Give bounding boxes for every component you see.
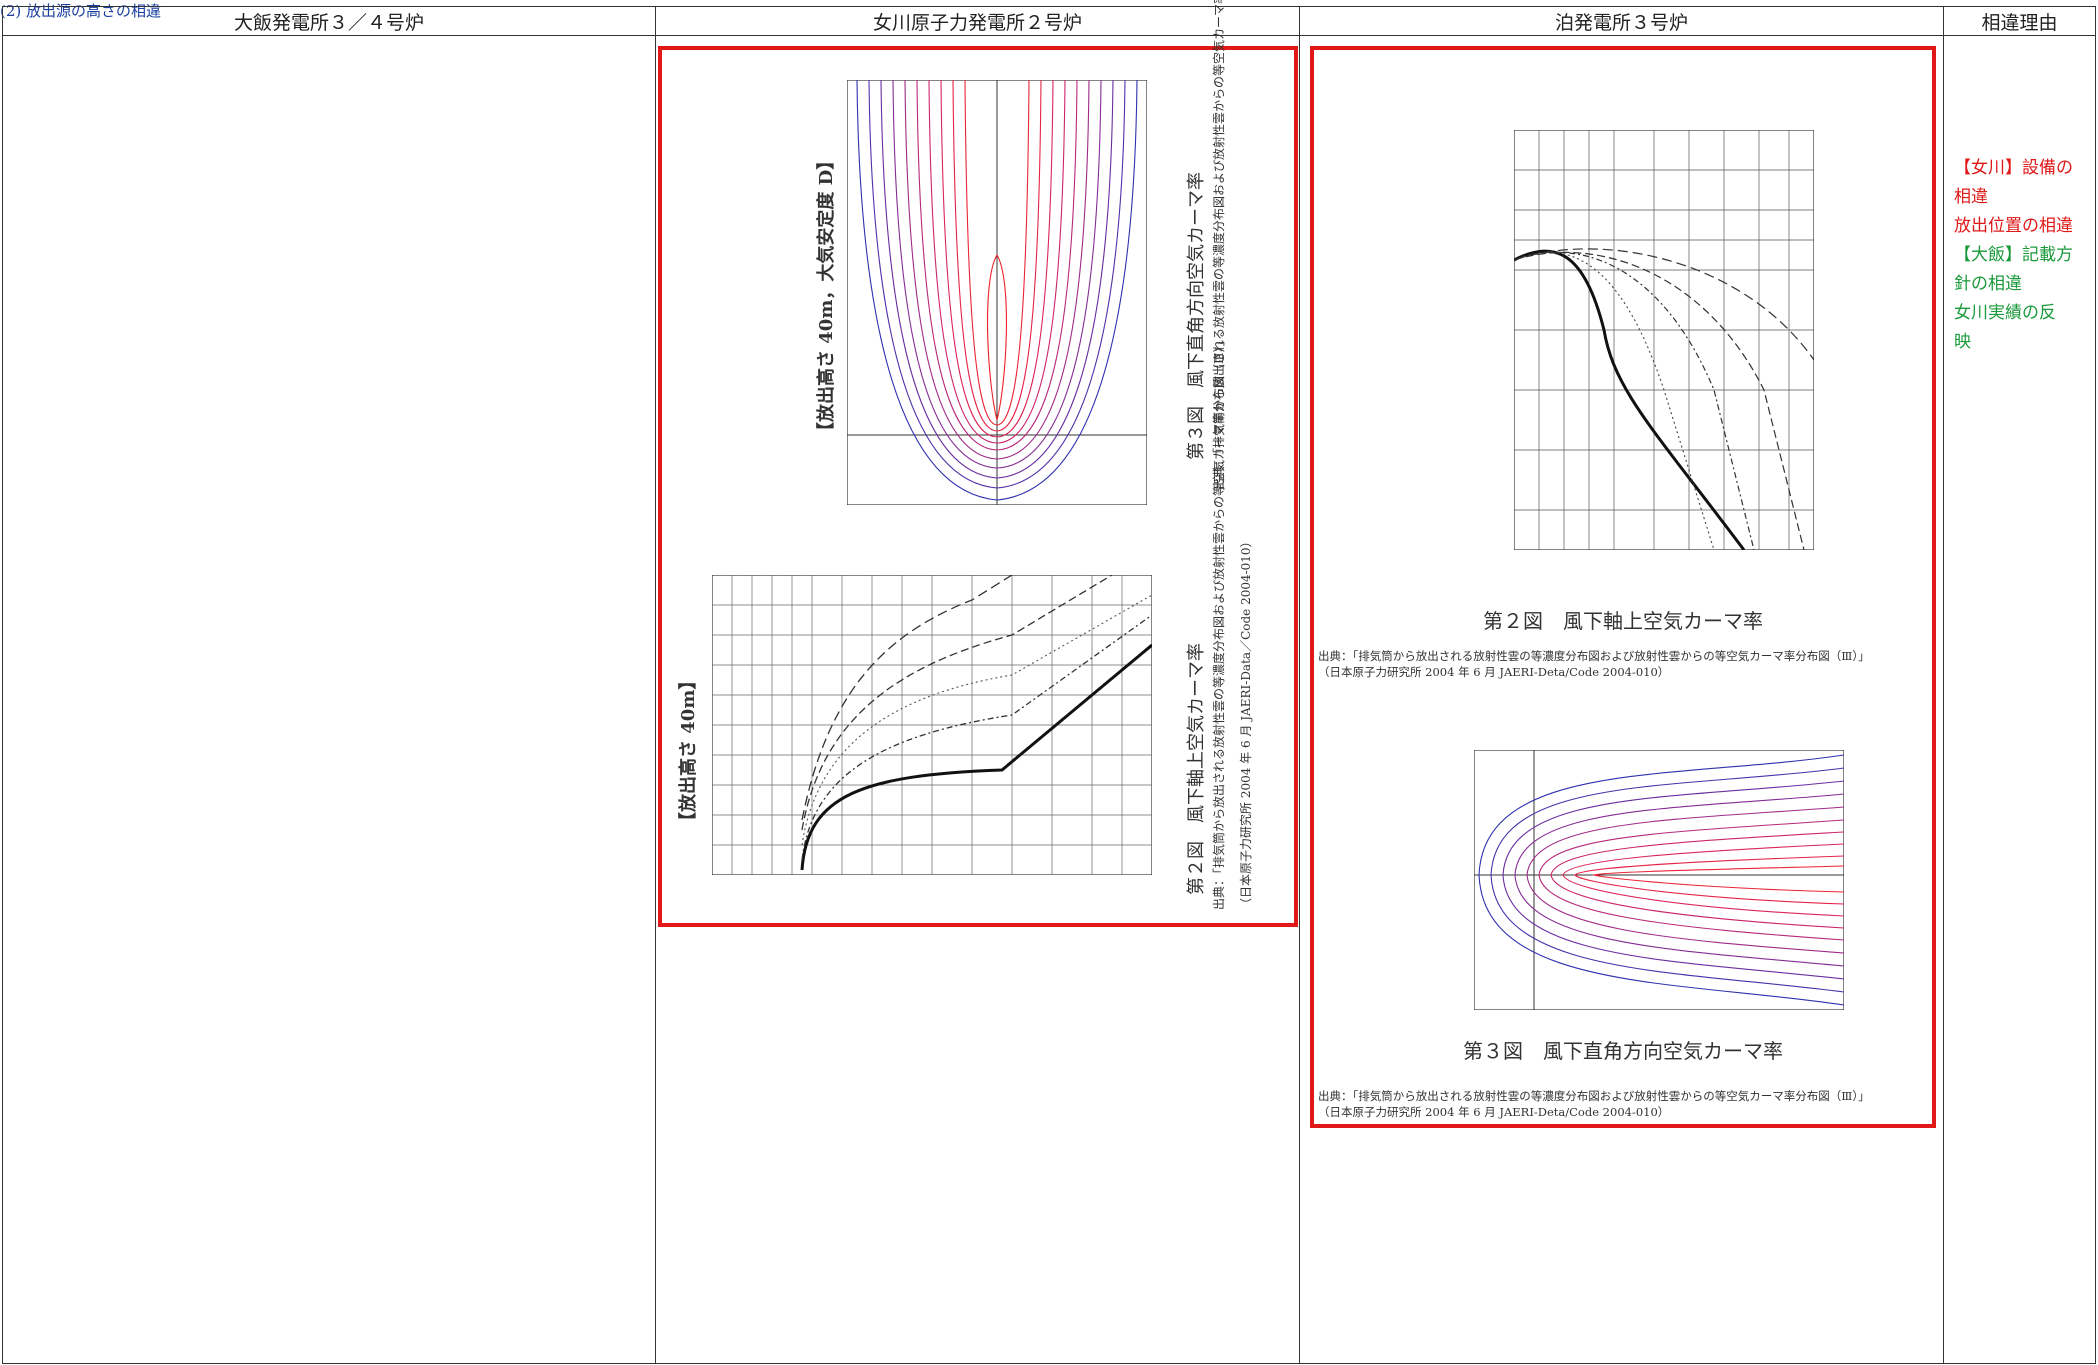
onagawa-fig3-contour-chart (847, 80, 1147, 505)
reason-line: 相違 (1954, 187, 1988, 207)
tomari-fig2-caption: 第２図 風下軸上空気カーマ率 (1483, 609, 1763, 633)
onagawa-fig2-line-chart (712, 575, 1152, 875)
reason-line: 【大飯】記載方 (1954, 245, 2073, 265)
tomari-fig3-caption: 第３図 風下直角方向空気カーマ率 (1463, 1039, 1783, 1063)
onagawa-fig2-source-line1: 出典：「排気筒から放出される放射性雲の等濃度分布図および放射性雲からの等空気カー… (1212, 334, 1226, 910)
onagawa-figure-frame: 【放出高さ 40m，大気安定度 D】 第３図 風下直角方向空気カーマ率 出典：「… (658, 0, 1298, 927)
reason-line: 映 (1954, 332, 1971, 352)
tomari-cell: 第２図 風下軸上空気カーマ率 出典：「排気筒から放出される放射性雲の等濃度分布図… (1299, 35, 1944, 1364)
ohi-cell (2, 35, 656, 1364)
column-header-ohi: 大飯発電所３／４号炉 (2, 6, 656, 36)
reason-cell: 【女川】設備の 相違 放出位置の相違 【大飯】記載方 針の相違 女川実績の反 映 (1943, 35, 2096, 1364)
tomari-fig2-line-chart (1514, 130, 1814, 550)
table-header-row: 大飯発電所３／４号炉 女川原子力発電所２号炉 泊発電所３号炉 相違理由 (2, 6, 2096, 36)
tomari-fig3-contour-chart (1474, 750, 1844, 1010)
reason-line: 【女川】設備の (1954, 158, 2073, 178)
reason-line: 女川実績の反 (1954, 303, 2056, 323)
column-header-reason: 相違理由 (1943, 6, 2096, 36)
reason-list: 【女川】設備の 相違 放出位置の相違 【大飯】記載方 針の相違 女川実績の反 映 (1954, 154, 2073, 357)
onagawa-fig2-heading: 【放出高さ 40m】 (678, 671, 699, 830)
onagawa-fig3-heading: 【放出高さ 40m，大気安定度 D】 (816, 151, 837, 440)
tomari-fig2-source-line2: （日本原子力研究所 2004 年 6 月 JAERI-Deta/Code 200… (1318, 665, 1670, 679)
tomari-fig3-source-line1: 出典：「排気筒から放出される放射性雲の等濃度分布図および放射性雲からの等空気カー… (1318, 1089, 1870, 1103)
tomari-fig2-source-line1: 出典：「排気筒から放出される放射性雲の等濃度分布図および放射性雲からの等空気カー… (1318, 649, 1870, 663)
onagawa-fig3-caption: 第３図 風下直角方向空気カーマ率 (1186, 172, 1207, 460)
onagawa-fig2-source-line2: （日本原子力研究所 2004 年 6 月 JAERI-Data／Code 200… (1239, 535, 1253, 910)
reason-line: 放出位置の相違 (1954, 216, 2073, 236)
onagawa-cell: 【放出高さ 40m，大気安定度 D】 第３図 風下直角方向空気カーマ率 出典：「… (655, 0, 1300, 1364)
reason-line: 針の相違 (1954, 274, 2022, 294)
column-header-onagawa: 女川原子力発電所２号炉 (655, 6, 1300, 36)
column-header-tomari: 泊発電所３号炉 (1299, 6, 1944, 36)
tomari-fig3-source-line2: （日本原子力研究所 2004 年 6 月 JAERI-Deta/Code 200… (1318, 1105, 1670, 1119)
tomari-figure-frame: 第２図 風下軸上空気カーマ率 出典：「排気筒から放出される放射性雲の等濃度分布図… (1310, 46, 1936, 1128)
onagawa-fig2-caption: 第２図 風下軸上空気カーマ率 (1186, 643, 1207, 895)
